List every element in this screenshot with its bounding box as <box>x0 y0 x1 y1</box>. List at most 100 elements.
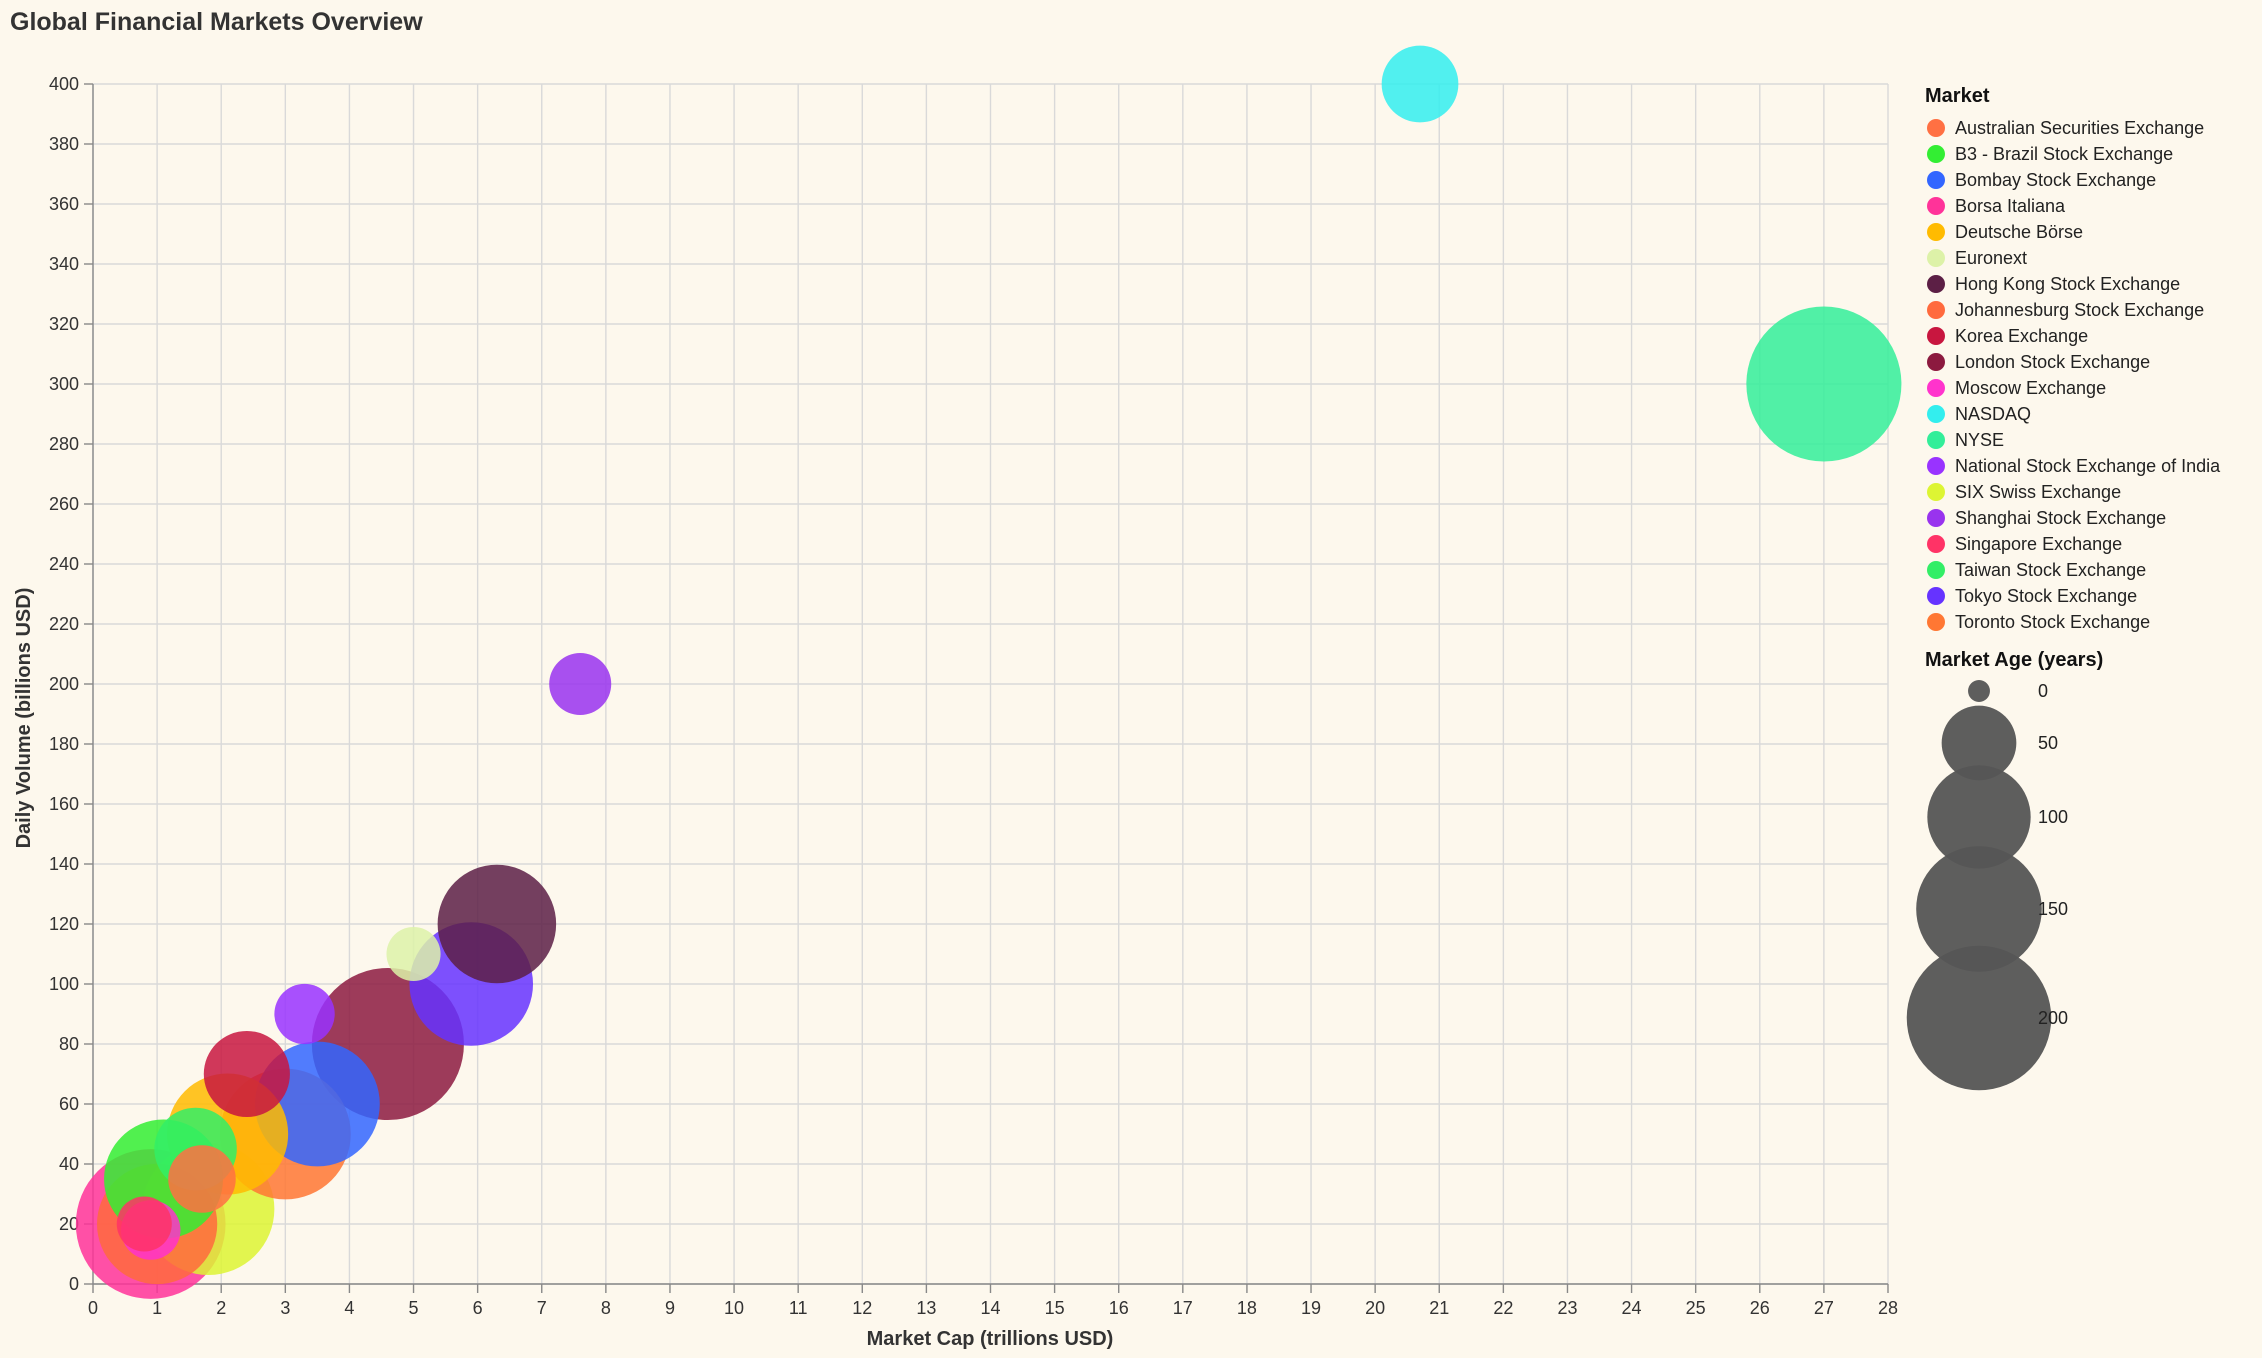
bubble <box>1381 45 1459 123</box>
x-tick-label: 12 <box>852 1298 872 1318</box>
color-legend-title: Market <box>1925 85 1990 107</box>
x-tick-label: 9 <box>665 1298 675 1318</box>
x-tick-label: 3 <box>280 1298 290 1318</box>
x-tick-label: 2 <box>216 1298 226 1318</box>
legend-swatch <box>1927 509 1945 527</box>
legend-label: NYSE <box>1955 430 2004 450</box>
x-tick-label: 18 <box>1237 1298 1257 1318</box>
x-tick-label: 4 <box>344 1298 354 1318</box>
size-legend-label: 50 <box>2038 733 2058 753</box>
axes: 0 1 2 3 4 5 6 7 8 9 10 11 12 13 14 15 16 17 18 19 20 21 22 23 24… <box>49 74 1898 1318</box>
legend-label: Moscow Exchange <box>1955 378 2106 398</box>
size-legend-label: 200 <box>2038 1008 2068 1028</box>
legend-swatch <box>1927 197 1945 215</box>
legend-label: Deutsche Börse <box>1955 222 2083 242</box>
legend-swatch <box>1927 483 1945 501</box>
legend-swatch <box>1927 535 1945 553</box>
legend-swatch <box>1927 405 1945 423</box>
color-legend-items: Australian Securities Exchange B3 - Brazi… <box>1927 118 2221 632</box>
bubble-layer <box>75 45 1902 1299</box>
legend-swatch <box>1927 431 1945 449</box>
y-tick-label: 180 <box>49 734 79 754</box>
legend-swatch <box>1927 327 1945 345</box>
legend-label: Australian Securities Exchange <box>1955 118 2204 138</box>
legend-label: National Stock Exchange of India <box>1955 456 2221 476</box>
legend-swatch <box>1927 301 1945 319</box>
bubble <box>168 1145 236 1213</box>
y-tick-label: 160 <box>49 794 79 814</box>
legend-label: Toronto Stock Exchange <box>1955 612 2150 632</box>
legend-label: Borsa Italiana <box>1955 196 2066 216</box>
bubble <box>386 926 441 982</box>
y-tick-label: 140 <box>49 854 79 874</box>
x-tick-label: 27 <box>1814 1298 1834 1318</box>
bubble <box>437 864 557 984</box>
grid-lines <box>92 83 1889 1285</box>
y-tick-label: 260 <box>49 494 79 514</box>
x-tick-label: 14 <box>980 1298 1000 1318</box>
legend-swatch <box>1927 145 1945 163</box>
legend-swatch <box>1927 353 1945 371</box>
size-legend-swatch <box>1916 846 2042 972</box>
y-tick-label: 60 <box>59 1094 79 1114</box>
y-tick-label: 80 <box>59 1034 79 1054</box>
bubble <box>549 652 612 716</box>
legend-swatch <box>1927 171 1945 189</box>
x-tick-label: 23 <box>1557 1298 1577 1318</box>
legend-swatch <box>1927 223 1945 241</box>
size-legend-label: 0 <box>2038 681 2048 701</box>
x-tick-label: 28 <box>1878 1298 1898 1318</box>
y-tick-label: 300 <box>49 374 79 394</box>
y-tick-label: 0 <box>69 1274 79 1294</box>
chart-title: Global Financial Markets Overview <box>10 8 423 36</box>
size-legend-swatch <box>1927 765 2031 869</box>
x-tick-label: 26 <box>1750 1298 1770 1318</box>
x-tick-label: 21 <box>1429 1298 1449 1318</box>
x-tick-label: 6 <box>473 1298 483 1318</box>
legend-label: Hong Kong Stock Exchange <box>1955 274 2180 294</box>
y-tick-label: 20 <box>59 1214 79 1234</box>
y-tick-label: 320 <box>49 314 79 334</box>
y-tick-label: 400 <box>49 74 79 94</box>
y-tick-label: 360 <box>49 194 79 214</box>
x-tick-label: 10 <box>724 1298 744 1318</box>
legend-label: SIX Swiss Exchange <box>1955 482 2121 502</box>
x-tick-label: 19 <box>1301 1298 1321 1318</box>
bubble <box>1746 306 1902 462</box>
legend-label: Shanghai Stock Exchange <box>1955 508 2166 528</box>
y-tick-label: 340 <box>49 254 79 274</box>
legend-label: B3 - Brazil Stock Exchange <box>1955 144 2173 164</box>
x-tick-label: 7 <box>537 1298 547 1318</box>
legend-label: London Stock Exchange <box>1955 352 2150 372</box>
y-tick-label: 240 <box>49 554 79 574</box>
y-tick-label: 220 <box>49 614 79 634</box>
y-tick-label: 380 <box>49 134 79 154</box>
legend-swatch <box>1927 457 1945 475</box>
legend-label: Euronext <box>1955 248 2027 268</box>
x-tick-label: 17 <box>1173 1298 1193 1318</box>
size-legend-swatch <box>1906 945 2052 1091</box>
size-legend-items: 0 50 100 150 200 <box>1906 680 2068 1091</box>
y-tick-label: 120 <box>49 914 79 934</box>
y-tick-label: 280 <box>49 434 79 454</box>
size-legend-swatch <box>1941 705 2017 781</box>
x-tick-label: 5 <box>409 1298 419 1318</box>
y-tick-label: 40 <box>59 1154 79 1174</box>
legend-label: Singapore Exchange <box>1955 534 2122 554</box>
y-tick-label: 100 <box>49 974 79 994</box>
legend-swatch <box>1927 561 1945 579</box>
legend-swatch <box>1927 587 1945 605</box>
x-tick-label: 8 <box>601 1298 611 1318</box>
legend-swatch <box>1927 119 1945 137</box>
size-legend-title: Market Age (years) <box>1925 649 2103 671</box>
x-tick-label: 24 <box>1622 1298 1642 1318</box>
x-tick-label: 16 <box>1109 1298 1129 1318</box>
legend-label: Tokyo Stock Exchange <box>1955 586 2137 606</box>
y-axis-title: Daily Volume (billions USD) <box>13 588 35 849</box>
x-tick-label: 25 <box>1686 1298 1706 1318</box>
size-legend-label: 100 <box>2038 807 2068 827</box>
y-tick-label: 200 <box>49 674 79 694</box>
legend-swatch <box>1927 613 1945 631</box>
x-tick-label: 11 <box>789 1298 808 1318</box>
